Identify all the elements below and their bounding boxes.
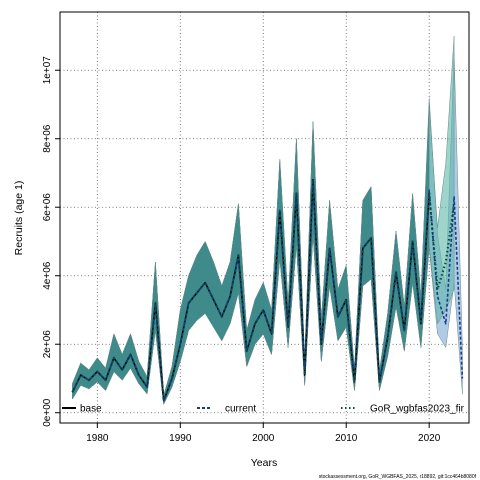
y-axis: 0e+00 2e+06 4e+06 6e+06 8e+06 1e+07 [42,56,60,427]
legend-label: GoR_wgbfas2023_fir [370,404,465,415]
y-tick-label: 4e+06 [42,261,53,290]
series-lines [71,178,464,402]
x-tick-label: 2020 [418,433,441,444]
legend-label: current [225,404,256,415]
x-tick-label: 1980 [86,433,109,444]
x-tick-label: 2010 [335,433,358,444]
series-line-gor-wgbfas2023-final [71,178,456,402]
confidence-bands [72,35,463,406]
plot-frame [59,11,470,424]
y-tick-label: 6e+06 [42,193,53,222]
y-tick-label: 2e+06 [42,330,53,359]
x-tick-label: 2000 [252,433,275,444]
legend: base current GoR_wgbfas2023_fir [62,404,465,415]
y-tick-label: 0e+00 [42,398,53,427]
y-tick-label: 1e+07 [42,56,53,85]
footnote: stockassessment.org, GoR_WGBFAS_2025, r1… [319,474,477,480]
series-line-current [71,179,464,402]
legend-label: base [80,404,102,415]
x-axis: 1980 1990 2000 2010 2020 [86,423,441,444]
y-axis-title: Recruits (age 1) [13,181,25,256]
y-tick-label: 8e+06 [42,124,53,153]
x-axis-title: Years [251,457,277,469]
band-base [72,104,430,406]
x-tick-label: 1990 [169,433,192,444]
